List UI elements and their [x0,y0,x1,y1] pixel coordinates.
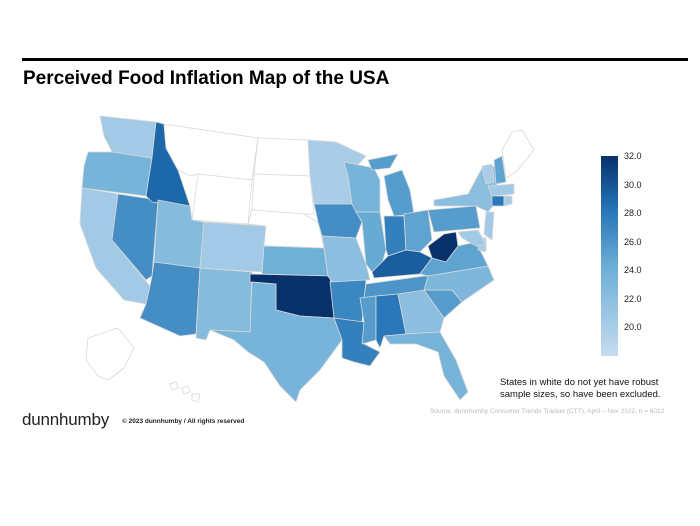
state-vt [481,163,495,185]
state-oh [403,209,433,253]
legend-tick-label: 26.0 [624,236,642,247]
state-nj [483,211,495,241]
copyright-text: © 2023 dunnhumby / All rights reserved [122,418,245,425]
state-hi [169,381,201,403]
legend-tick-label: 32.0 [624,151,642,161]
legend-tick-label: 24.0 [624,265,642,276]
state-nm [195,267,253,341]
state-fl [383,331,469,401]
state-ma [487,183,515,197]
state-tx [209,281,343,403]
state-wv [427,231,459,263]
legend-tick-label: 28.0 [624,208,642,219]
exclusion-note: States in white do not yet have robust s… [500,377,661,400]
state-sd [251,173,315,215]
legend-tick-label: 22.0 [624,293,642,304]
state-me [501,129,535,179]
state-nh [493,155,507,185]
state-ks [261,245,329,277]
dunnhumby-logo: dunnhumby [22,410,110,429]
state-mo [321,235,371,283]
state-ms [359,295,377,345]
legend-tick-label: 20.0 [624,322,642,333]
title-rule [22,58,688,61]
state-ri [503,195,513,207]
state-wy [191,173,253,225]
states-layer [79,115,535,403]
state-in [383,215,407,257]
legend-color-bar [601,156,618,356]
source-note: Source: dunnhumby Consumer Trends Tracke… [430,408,665,415]
state-ga [397,289,445,335]
state-ct [491,195,505,207]
state-va [419,241,489,277]
state-ky [371,249,433,279]
state-nd [253,137,311,177]
legend-tick-label: 30.0 [624,179,642,190]
state-co [199,221,267,273]
page-title: Perceived Food Inflation Map of the USA [23,68,390,89]
state-ak [85,327,135,381]
state-pa [427,205,481,233]
state-md [457,229,487,247]
